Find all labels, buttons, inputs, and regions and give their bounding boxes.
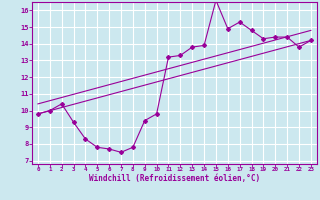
- X-axis label: Windchill (Refroidissement éolien,°C): Windchill (Refroidissement éolien,°C): [89, 174, 260, 183]
